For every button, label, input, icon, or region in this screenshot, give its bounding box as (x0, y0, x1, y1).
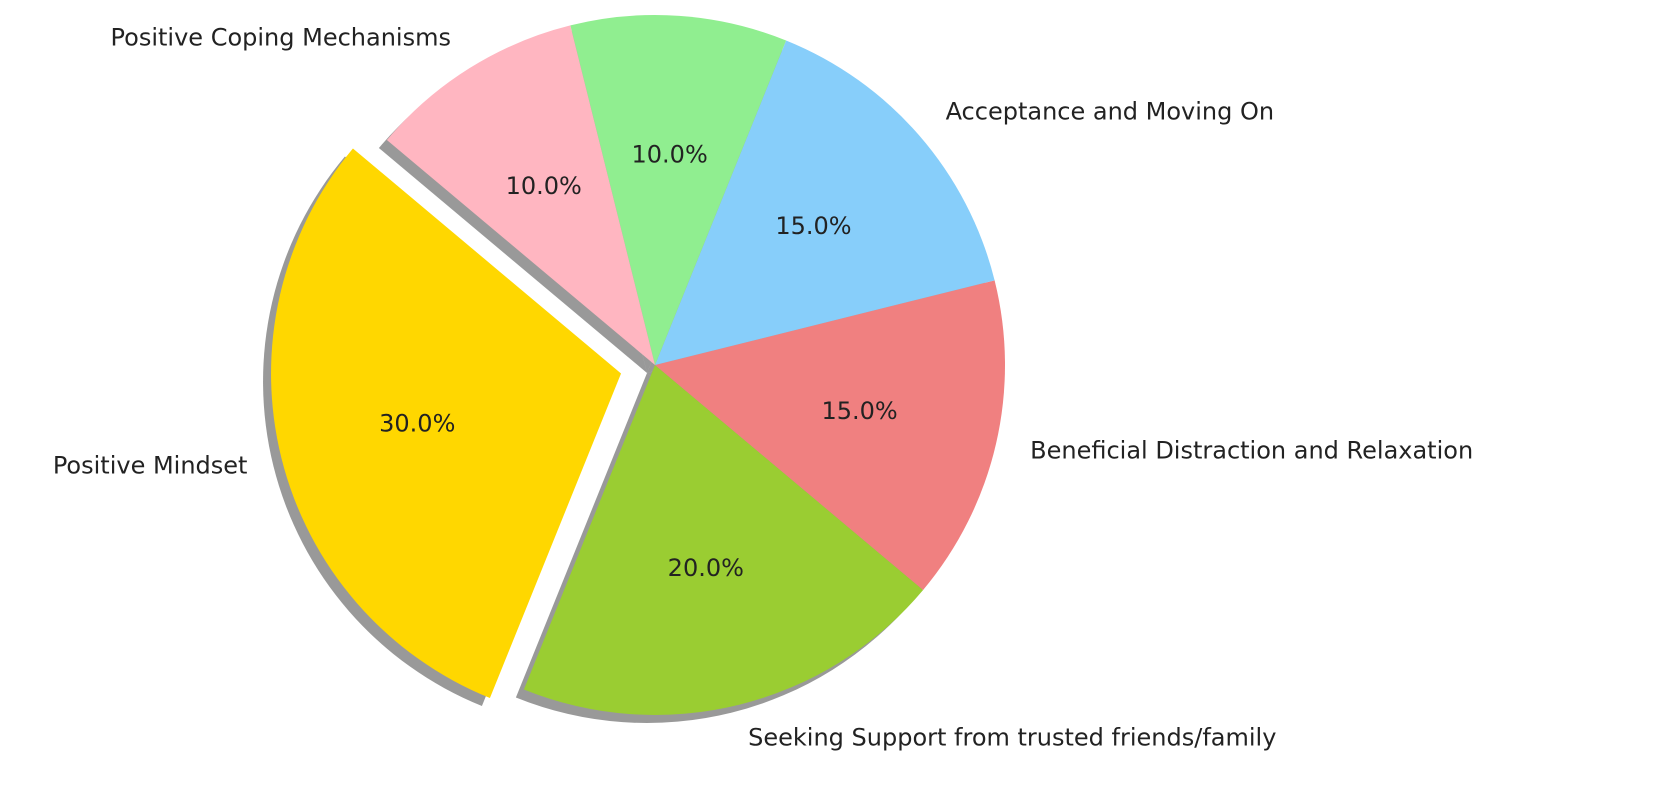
slice-label: Positive Coping Mechanisms (111, 24, 451, 52)
slice (655, 280, 1005, 590)
value-label: 20.0% (668, 554, 744, 582)
slice-label: Acceptance and Moving On (946, 97, 1275, 125)
slice (655, 40, 995, 365)
value-label: 15.0% (821, 397, 897, 425)
slice-label: Beneficial Distraction and Relaxation (1030, 437, 1473, 465)
slice (523, 365, 924, 715)
value-label: 30.0% (379, 409, 455, 437)
slices (271, 15, 1005, 715)
slice-label: Positive Mindset (53, 452, 248, 480)
value-label: 10.0% (632, 141, 708, 169)
labels: Positive Mindset 30.0% Seeking Support fro… (53, 24, 1473, 752)
slice (271, 148, 622, 698)
value-label: 10.0% (506, 172, 582, 200)
value-label: 15.0% (775, 212, 851, 240)
slice (386, 25, 655, 366)
slice (570, 15, 787, 366)
slice-label: Seeking Support from trusted friends/fam… (748, 724, 1276, 752)
